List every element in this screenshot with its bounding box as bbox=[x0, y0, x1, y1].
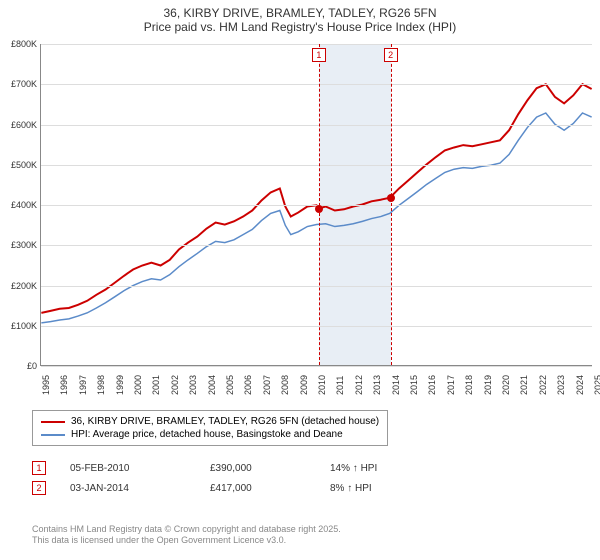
x-axis-tick: 1999 bbox=[115, 375, 125, 395]
y-axis-tick: £200K bbox=[1, 281, 37, 291]
x-axis-tick: 2023 bbox=[556, 375, 566, 395]
table-row: 1 05-FEB-2010 £390,000 14% ↑ HPI bbox=[32, 458, 450, 478]
transaction-date: 05-FEB-2010 bbox=[70, 463, 210, 474]
x-axis-tick: 2011 bbox=[335, 376, 345, 395]
transactions-table: 1 05-FEB-2010 £390,000 14% ↑ HPI 2 03-JA… bbox=[32, 458, 450, 498]
attribution-line: Contains HM Land Registry data © Crown c… bbox=[32, 524, 341, 535]
gridline-h bbox=[41, 245, 592, 246]
marker-badge: 1 bbox=[312, 48, 326, 62]
gridline-h bbox=[41, 44, 592, 45]
y-axis-tick: £300K bbox=[1, 240, 37, 250]
table-row: 2 03-JAN-2014 £417,000 8% ↑ HPI bbox=[32, 478, 450, 498]
x-axis-tick: 2015 bbox=[409, 375, 419, 395]
x-axis-tick: 2010 bbox=[317, 375, 327, 395]
x-axis-tick: 2017 bbox=[446, 375, 456, 395]
marker-badge: 1 bbox=[32, 461, 46, 475]
transaction-pct: 14% ↑ HPI bbox=[330, 463, 450, 474]
title-subtitle: Price paid vs. HM Land Registry's House … bbox=[10, 20, 590, 34]
x-axis-tick: 2002 bbox=[170, 375, 180, 395]
x-axis-tick: 2005 bbox=[225, 375, 235, 395]
gridline-h bbox=[41, 366, 592, 367]
transaction-price: £417,000 bbox=[210, 483, 330, 494]
x-axis-tick: 2013 bbox=[372, 375, 382, 395]
x-axis-tick: 2019 bbox=[483, 375, 493, 395]
x-axis-tick: 2007 bbox=[262, 375, 272, 395]
marker-vline bbox=[391, 44, 392, 365]
series-line-price_paid bbox=[41, 84, 591, 313]
title-address: 36, KIRBY DRIVE, BRAMLEY, TADLEY, RG26 5… bbox=[10, 6, 590, 20]
x-axis-tick: 2014 bbox=[391, 375, 401, 395]
y-axis-tick: £800K bbox=[1, 39, 37, 49]
legend-swatch bbox=[41, 421, 65, 423]
y-axis-tick: £0 bbox=[1, 361, 37, 371]
chart-title: 36, KIRBY DRIVE, BRAMLEY, TADLEY, RG26 5… bbox=[0, 0, 600, 38]
x-axis-tick: 2022 bbox=[538, 375, 548, 395]
x-axis-tick: 2024 bbox=[575, 375, 585, 395]
x-axis-tick: 2012 bbox=[354, 375, 364, 395]
x-axis-tick: 2008 bbox=[280, 375, 290, 395]
marker-badge: 2 bbox=[32, 481, 46, 495]
transaction-price: £390,000 bbox=[210, 463, 330, 474]
chart-legend: 36, KIRBY DRIVE, BRAMLEY, TADLEY, RG26 5… bbox=[32, 410, 388, 446]
attribution-line: This data is licensed under the Open Gov… bbox=[32, 535, 341, 546]
x-axis-tick: 2018 bbox=[464, 375, 474, 395]
x-axis-tick: 1996 bbox=[59, 375, 69, 395]
y-axis-tick: £100K bbox=[1, 321, 37, 331]
legend-label: 36, KIRBY DRIVE, BRAMLEY, TADLEY, RG26 5… bbox=[71, 416, 379, 427]
transaction-pct: 8% ↑ HPI bbox=[330, 483, 450, 494]
y-axis-tick: £400K bbox=[1, 200, 37, 210]
marker-dot bbox=[315, 205, 323, 213]
x-axis-tick: 2009 bbox=[299, 375, 309, 395]
legend-label: HPI: Average price, detached house, Basi… bbox=[71, 429, 343, 440]
gridline-h bbox=[41, 165, 592, 166]
y-axis-tick: £600K bbox=[1, 120, 37, 130]
marker-badge: 2 bbox=[384, 48, 398, 62]
x-axis-tick: 2001 bbox=[151, 375, 161, 395]
marker-dot bbox=[387, 194, 395, 202]
x-axis-tick: 2016 bbox=[427, 375, 437, 395]
chart-plot-area: £0£100K£200K£300K£400K£500K£600K£700K£80… bbox=[40, 44, 592, 366]
gridline-h bbox=[41, 326, 592, 327]
transaction-date: 03-JAN-2014 bbox=[70, 483, 210, 494]
legend-item-hpi: HPI: Average price, detached house, Basi… bbox=[41, 428, 379, 441]
gridline-h bbox=[41, 286, 592, 287]
x-axis-tick: 2006 bbox=[243, 375, 253, 395]
x-axis-tick: 1995 bbox=[41, 375, 51, 395]
x-axis-tick: 1998 bbox=[96, 375, 106, 395]
legend-item-price-paid: 36, KIRBY DRIVE, BRAMLEY, TADLEY, RG26 5… bbox=[41, 415, 379, 428]
y-axis-tick: £500K bbox=[1, 160, 37, 170]
x-axis-tick: 2020 bbox=[501, 375, 511, 395]
legend-swatch bbox=[41, 434, 65, 436]
series-line-hpi bbox=[41, 113, 591, 323]
gridline-h bbox=[41, 84, 592, 85]
x-axis-tick: 2003 bbox=[188, 375, 198, 395]
x-axis-tick: 2004 bbox=[207, 375, 217, 395]
y-axis-tick: £700K bbox=[1, 79, 37, 89]
gridline-h bbox=[41, 125, 592, 126]
x-axis-tick: 2025 bbox=[593, 375, 600, 395]
x-axis-tick: 1997 bbox=[78, 375, 88, 395]
attribution-text: Contains HM Land Registry data © Crown c… bbox=[32, 524, 341, 546]
x-axis-tick: 2000 bbox=[133, 375, 143, 395]
x-axis-tick: 2021 bbox=[519, 375, 529, 395]
